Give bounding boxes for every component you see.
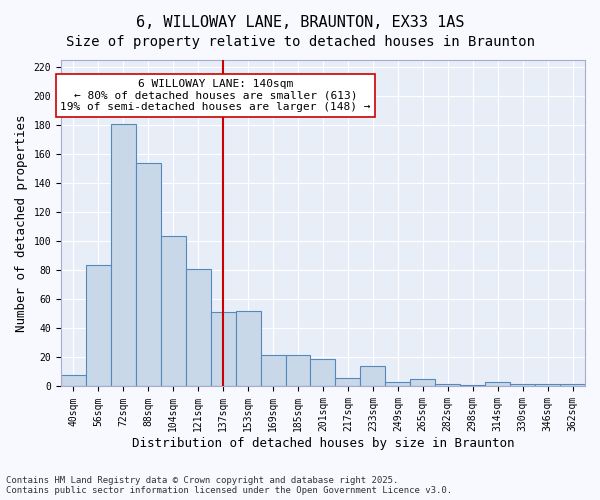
Bar: [410, 379, 435, 386]
Bar: [460, 385, 485, 386]
Bar: [161, 236, 185, 386]
Bar: [385, 382, 410, 386]
Bar: [560, 384, 585, 386]
Text: Contains HM Land Registry data © Crown copyright and database right 2025.
Contai: Contains HM Land Registry data © Crown c…: [6, 476, 452, 495]
Text: 6, WILLOWAY LANE, BRAUNTON, EX33 1AS: 6, WILLOWAY LANE, BRAUNTON, EX33 1AS: [136, 15, 464, 30]
Bar: [185, 269, 211, 386]
Bar: [510, 384, 535, 386]
Bar: [86, 264, 111, 386]
Y-axis label: Number of detached properties: Number of detached properties: [15, 114, 28, 332]
Bar: [361, 366, 385, 386]
Bar: [485, 382, 510, 386]
Bar: [111, 124, 136, 386]
Text: 6 WILLOWAY LANE: 140sqm
← 80% of detached houses are smaller (613)
19% of semi-d: 6 WILLOWAY LANE: 140sqm ← 80% of detache…: [61, 79, 371, 112]
Bar: [535, 384, 560, 386]
X-axis label: Distribution of detached houses by size in Braunton: Distribution of detached houses by size …: [132, 437, 514, 450]
Bar: [136, 163, 161, 386]
Bar: [335, 378, 361, 386]
Bar: [435, 384, 460, 386]
Bar: [260, 354, 286, 386]
Bar: [61, 375, 86, 386]
Bar: [236, 311, 260, 386]
Bar: [310, 359, 335, 386]
Bar: [286, 354, 310, 386]
Text: Size of property relative to detached houses in Braunton: Size of property relative to detached ho…: [65, 35, 535, 49]
Bar: [211, 312, 236, 386]
